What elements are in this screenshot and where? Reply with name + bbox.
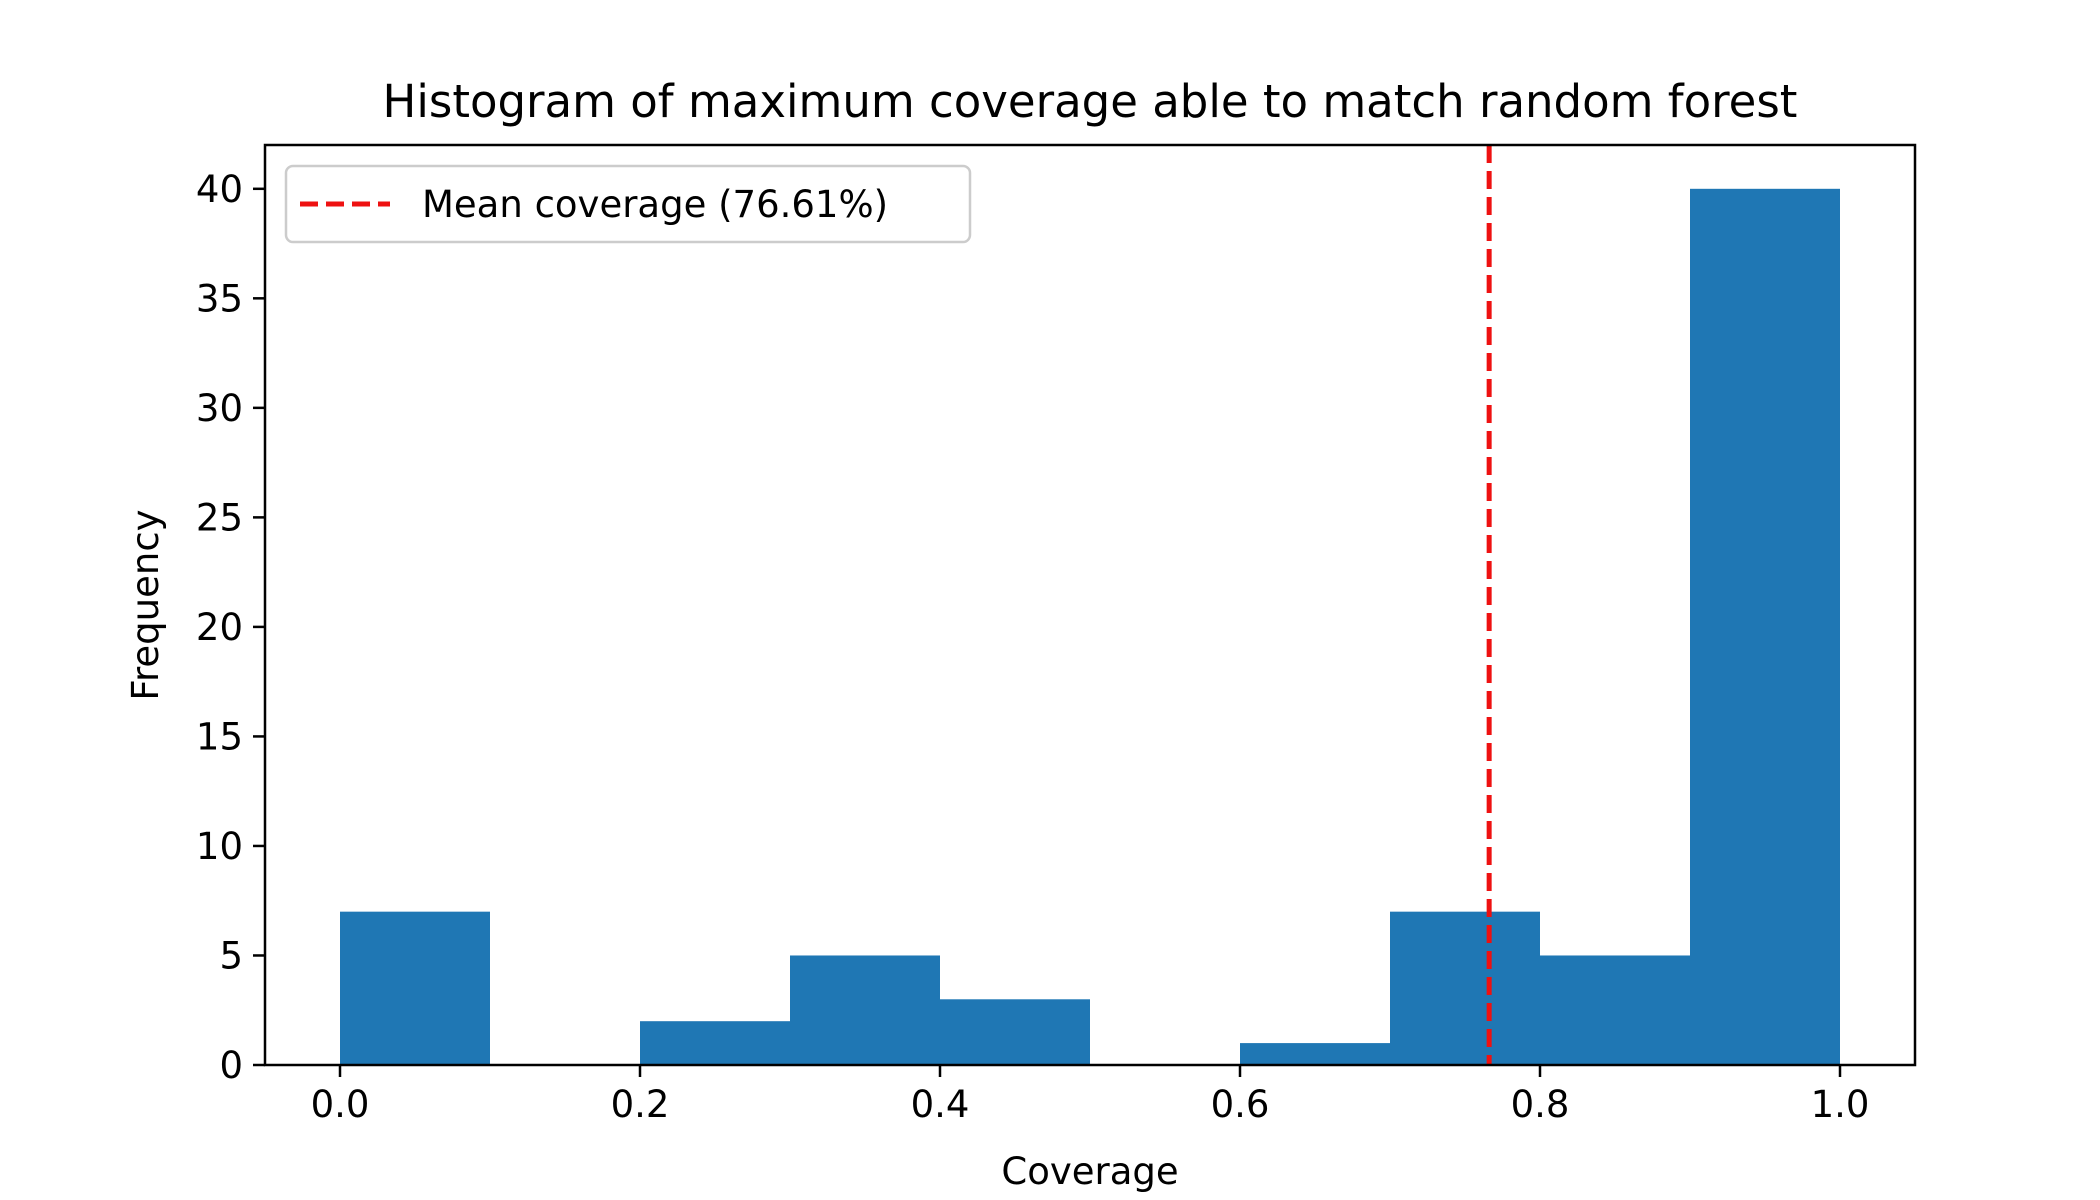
histogram-bar [1690,188,1840,1066]
y-tick-label: 0 [219,1044,243,1087]
bars-group [340,188,1840,1066]
y-tick-label: 35 [196,277,243,320]
x-tick-label: 0.2 [611,1083,670,1126]
histogram-bar [640,1021,790,1065]
y-tick-label: 15 [196,715,243,758]
histogram-bar [1390,911,1540,1065]
y-axis-label: Frequency [124,509,167,700]
legend: Mean coverage (76.61%) [284,164,972,244]
x-tick-label: 0.0 [311,1083,370,1126]
plot-frame [263,143,1917,1067]
y-tick-label: 20 [196,606,243,649]
y-tick-label: 40 [196,168,243,211]
histogram-bar [940,999,1090,1065]
y-tick-label: 30 [196,387,243,430]
histogram-bar [1240,1043,1390,1065]
histogram-bar [1540,955,1690,1065]
y-tick-label: 25 [196,496,243,539]
x-axis-ticks: 0.0 0.2 0.4 0.6 0.8 1.0 [311,1065,1870,1126]
x-tick-label: 0.4 [911,1083,970,1126]
x-axis-label: Coverage [1001,1150,1178,1193]
legend-mean-coverage-label: Mean coverage (76.61%) [422,183,888,226]
histogram-bar [790,955,940,1065]
x-tick-label: 0.6 [1211,1083,1270,1126]
x-tick-label: 0.8 [1511,1083,1570,1126]
y-tick-label: 5 [219,934,243,977]
histogram-bar [340,911,490,1065]
y-axis-ticks: 0 5 10 15 20 25 30 35 40 [196,168,265,1087]
legend-box [284,164,972,244]
x-tick-label: 1.0 [1811,1083,1870,1126]
y-tick-label: 10 [196,825,243,868]
chart-title: Histogram of maximum coverage able to ma… [383,75,1798,128]
